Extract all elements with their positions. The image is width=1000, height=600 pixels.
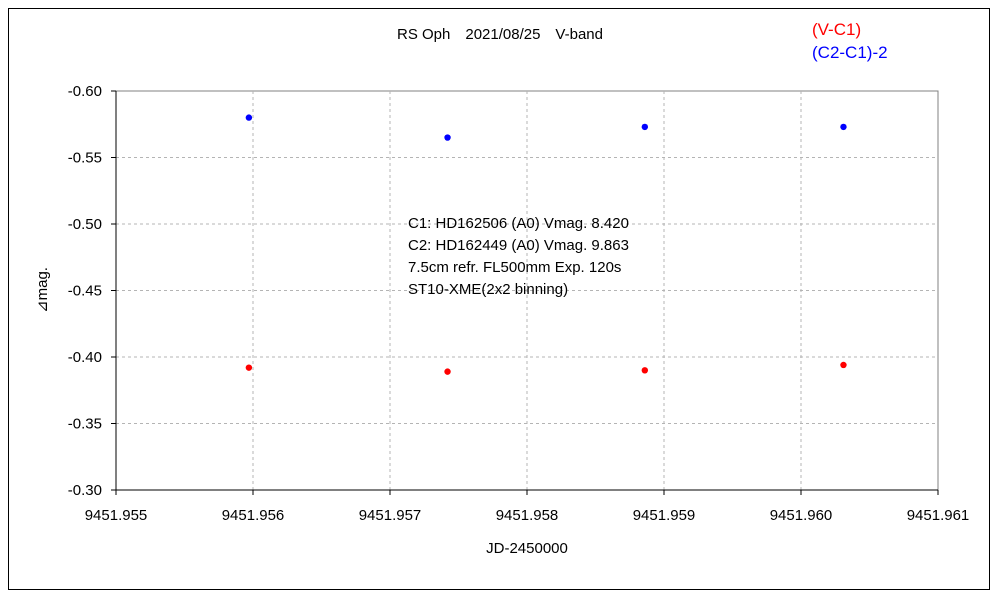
x-tick-label: 9451.961 — [907, 507, 970, 524]
x-axis-label: JD-2450000 — [486, 540, 568, 557]
x-tick-label: 9451.959 — [633, 507, 696, 524]
grid-lines — [116, 91, 938, 490]
axes — [111, 90, 939, 495]
annotation-line-1: C1: HD162506 (A0) Vmag. 8.420 — [408, 215, 629, 232]
data-point-series-1 — [840, 361, 847, 369]
data-point-series-2 — [444, 134, 451, 141]
data-point-series-1 — [245, 364, 253, 371]
y-tick-label: -0.35 — [68, 416, 102, 433]
data-point-series-1 — [444, 368, 451, 375]
x-tick-label: 9451.958 — [496, 507, 559, 524]
legend-entry-c2-c1: (C2-C1)-2 — [812, 43, 888, 62]
data-point-series-1 — [641, 367, 649, 374]
y-tick-label: -0.60 — [68, 83, 102, 100]
annotation-line-4: ST10-XME(2x2 binning) — [408, 281, 568, 298]
x-tick-label: 9451.960 — [770, 507, 833, 524]
y-tick-label: -0.55 — [68, 150, 102, 167]
data-point-series-2 — [641, 123, 649, 131]
data-point-series-2 — [840, 123, 847, 131]
x-tick-label: 9451.956 — [222, 507, 285, 524]
tick-labels: 9451.955 9451.956 9451.957 9451.958 9451.959… — [68, 83, 969, 524]
annotation-line-3: 7.5cm refr. FL500mm Exp. 120s — [408, 259, 621, 276]
annotation-block: C1: HD162506 (A0) Vmag. 8.420 C2: HD1624… — [408, 215, 629, 298]
chart-title: RS Oph 2021/08/25 V-band — [397, 26, 603, 43]
y-tick-label: -0.50 — [68, 216, 102, 233]
data-point-series-2 — [245, 114, 253, 121]
y-tick-label: -0.30 — [68, 482, 102, 499]
y-tick-label: -0.45 — [68, 283, 102, 300]
data-points — [245, 114, 847, 375]
y-axis-label: ⊿mag. — [34, 267, 51, 313]
x-tick-label: 9451.955 — [85, 507, 148, 524]
x-tick-label: 9451.957 — [359, 507, 422, 524]
legend-entry-v-c1: (V-C1) — [812, 20, 861, 39]
annotation-line-2: C2: HD162449 (A0) Vmag. 9.863 — [408, 237, 629, 254]
y-tick-label: -0.40 — [68, 349, 102, 366]
